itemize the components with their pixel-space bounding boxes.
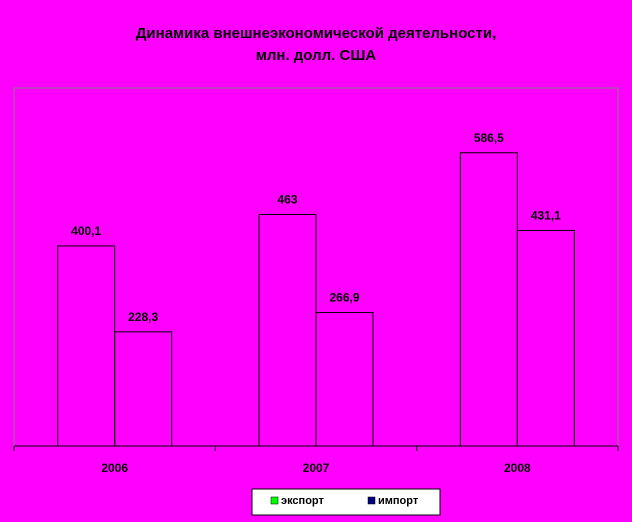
x-tick-label-2006: 2006 bbox=[101, 461, 128, 475]
legend-box bbox=[251, 488, 441, 516]
legend-swatch-export bbox=[270, 496, 279, 505]
legend: экспорт импорт bbox=[251, 488, 441, 516]
data-labels-group: 400,1 228,3 463 266,9 586,5 431,1 bbox=[71, 131, 561, 324]
legend-label-export: экспорт bbox=[281, 495, 324, 507]
bar-import-2006 bbox=[114, 331, 173, 447]
chart-title-line-1: Динамика внешнеэкономической деятельност… bbox=[136, 25, 496, 42]
bars-group bbox=[57, 152, 575, 447]
data-label-export-2006: 400,1 bbox=[71, 224, 101, 238]
data-label-import-2007: 266,9 bbox=[329, 291, 359, 305]
chart-title-line-2: млн. долл. США bbox=[256, 47, 377, 64]
x-tick-label-2008: 2008 bbox=[504, 461, 531, 475]
data-label-import-2008: 431,1 bbox=[531, 208, 561, 222]
bar-export-2007 bbox=[258, 214, 317, 447]
x-tick-labels-group: 2006 2007 2008 bbox=[101, 461, 531, 475]
x-tick-label-2007: 2007 bbox=[303, 461, 330, 475]
x-ticks-group bbox=[13, 446, 619, 451]
legend-label-import: импорт bbox=[378, 495, 419, 507]
legend-swatch-import bbox=[367, 496, 376, 505]
bar-export-2008 bbox=[459, 152, 518, 447]
bar-import-2008 bbox=[516, 229, 575, 447]
data-label-export-2007: 463 bbox=[277, 193, 297, 207]
bar-import-2007 bbox=[315, 312, 374, 447]
data-label-import-2006: 228,3 bbox=[128, 310, 158, 324]
data-label-export-2008: 586,5 bbox=[474, 131, 504, 145]
bar-export-2006 bbox=[57, 245, 116, 447]
